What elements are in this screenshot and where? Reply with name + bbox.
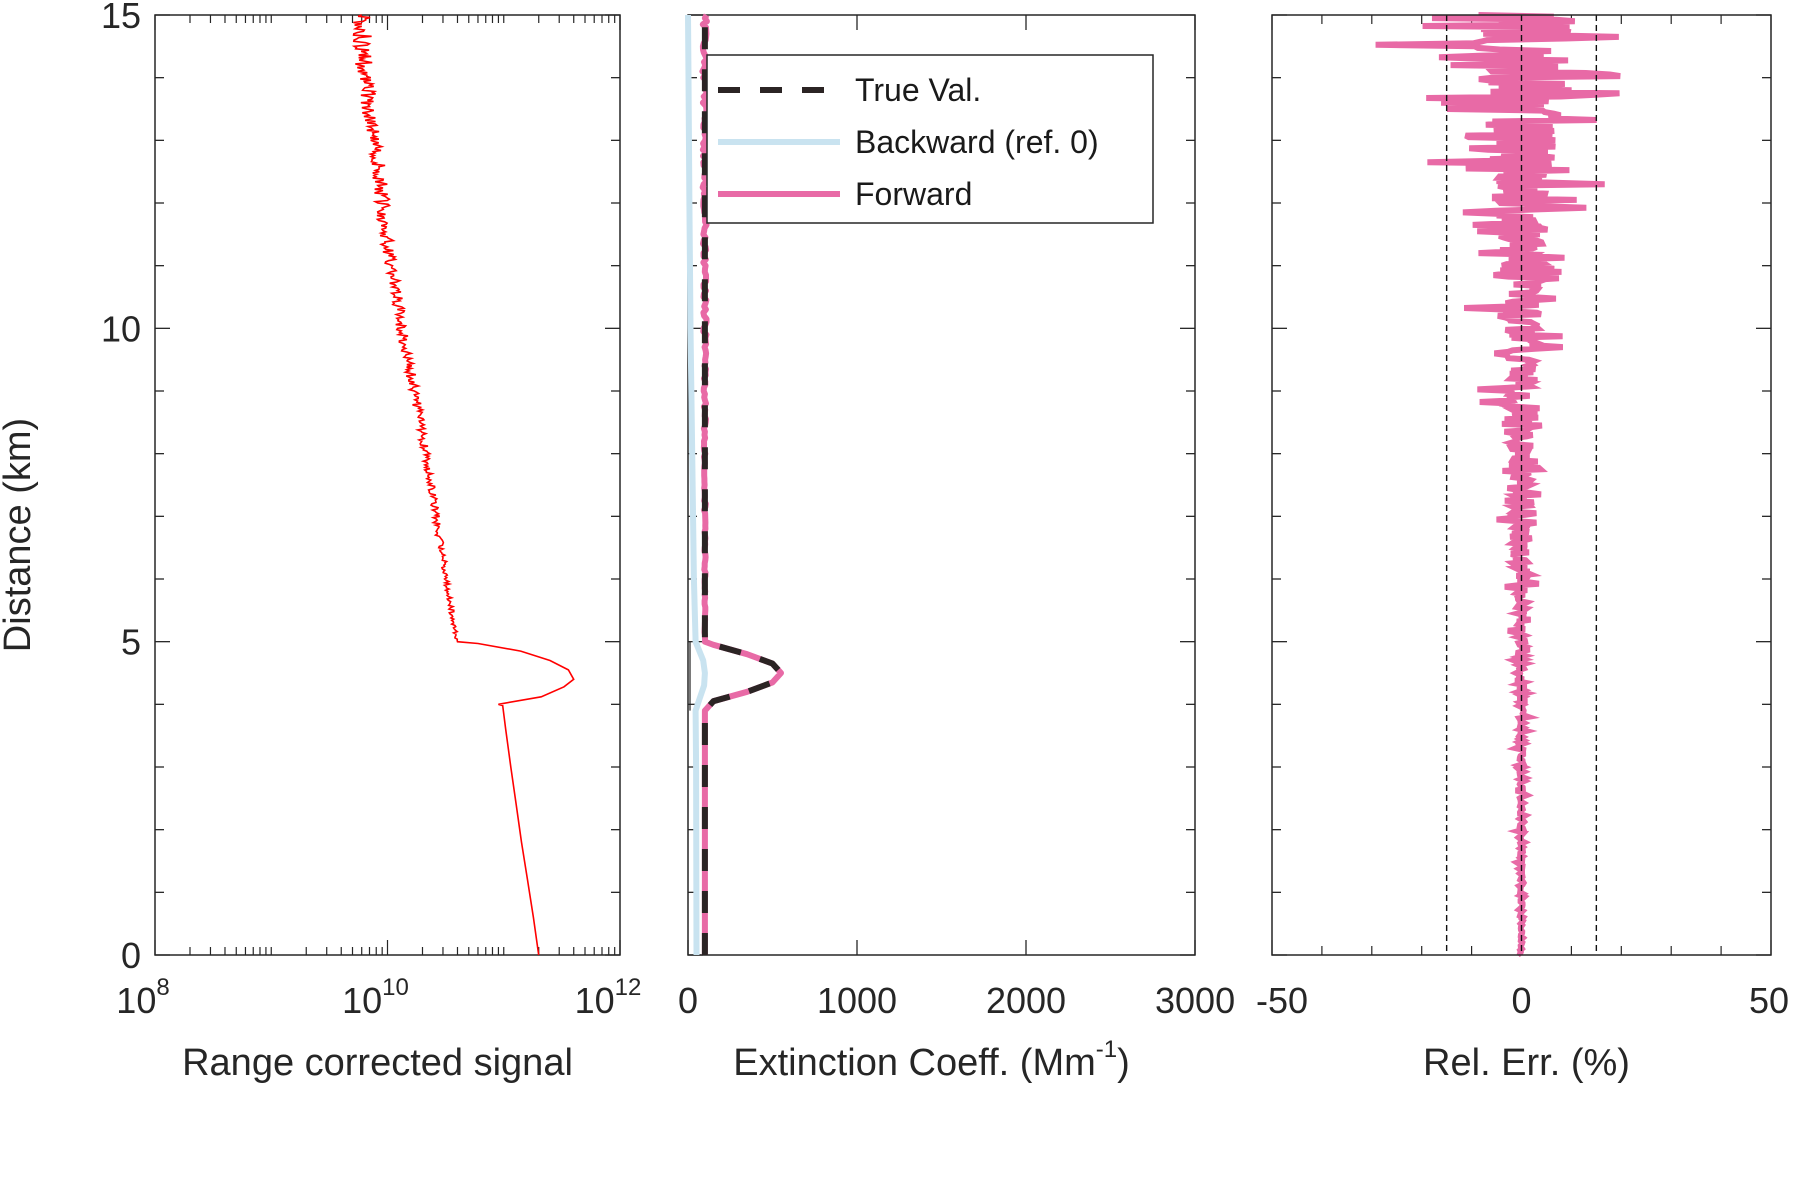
y-tick-label: 5 <box>121 622 141 663</box>
x-axis-label: Extinction Coeff. (Mm-1) <box>733 1036 1130 1084</box>
legend-label: Backward (ref. 0) <box>855 124 1099 160</box>
legend-label: True Val. <box>855 72 981 108</box>
legend-label: Forward <box>855 176 972 212</box>
legend: True Val. Backward (ref. 0) Forward <box>706 54 1154 224</box>
axes-box <box>154 14 621 956</box>
axes-box <box>687 14 1196 956</box>
true-value-line <box>701 15 784 955</box>
backward-line <box>685 14 708 956</box>
panel-relative-error: -50 0 50 Rel. Err. (%) <box>1256 12 1789 1084</box>
x-tick-label: 0 <box>678 980 698 1021</box>
x-tick-label: 50 <box>1749 980 1789 1021</box>
axes-box <box>1271 14 1772 956</box>
x-tick-label: 108 <box>116 974 169 1021</box>
y-axis-label: Distance (km) <box>0 418 39 652</box>
x-tick-label: 1000 <box>817 980 897 1021</box>
x-tick-label: 0 <box>1511 980 1531 1021</box>
relative-error-line <box>1375 12 1621 958</box>
panel-extinction-coefficient: 0 1000 2000 3000 Extinction Coeff. (Mm-1) Tru… <box>678 13 1235 1084</box>
x-tick-label: 2000 <box>986 980 1066 1021</box>
x-axis-label: Rel. Err. (%) <box>1423 1042 1630 1084</box>
x-tick-label: 1010 <box>342 974 409 1021</box>
y-tick-label: 10 <box>101 308 141 349</box>
y-tick-label: 0 <box>121 935 141 976</box>
x-tick-label: 3000 <box>1155 980 1235 1021</box>
x-tick-label: -50 <box>1256 980 1308 1021</box>
x-axis-label: Range corrected signal <box>182 1042 573 1084</box>
signal-line <box>351 14 575 956</box>
y-tick-label: 15 <box>101 0 141 36</box>
x-tick-label: 1012 <box>575 974 642 1021</box>
